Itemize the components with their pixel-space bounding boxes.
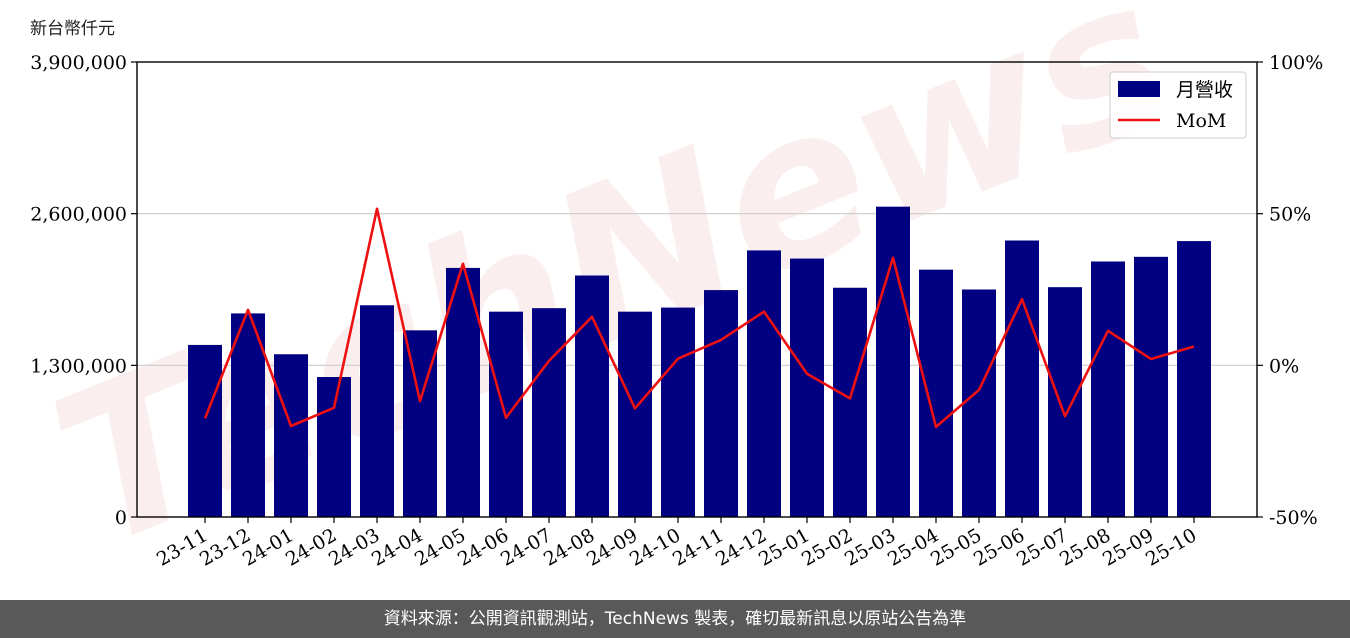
bar-series (188, 206, 1211, 518)
bar-25-06 (1005, 240, 1039, 517)
bar-25-03 (876, 206, 910, 517)
bar-25-08 (1091, 261, 1125, 517)
bar-25-07 (1048, 287, 1082, 517)
bar-24-05 (446, 267, 480, 517)
bar-24-10 (661, 307, 695, 517)
chart-canvas: TechNews 01,300,0002,600,0003,900,000-50… (25, 0, 1324, 595)
bar-24-09 (618, 311, 652, 517)
bar-25-04 (919, 269, 953, 517)
bar-24-07 (532, 308, 566, 517)
bar-25-02 (833, 287, 867, 517)
y-tick-label: 1,300,000 (30, 355, 127, 377)
y2-tick-label: 0% (1269, 355, 1299, 377)
line-series (203, 207, 1195, 429)
bar-25-05 (962, 289, 996, 517)
bar-23-11 (188, 344, 222, 517)
y-tick-label: 3,900,000 (30, 52, 127, 74)
mom-line (203, 207, 1195, 429)
y-axis-unit-label: 新台幣仟元 (30, 19, 115, 39)
bar-24-12 (747, 250, 781, 517)
legend-label-line: MoM (1176, 110, 1226, 132)
y-tick-label: 2,600,000 (30, 204, 127, 226)
bar-24-08 (575, 275, 609, 517)
y2-tick-label: -50% (1269, 507, 1318, 529)
bar-25-09 (1134, 256, 1168, 517)
y2-tick-label: 100% (1269, 52, 1323, 74)
bar-24-04 (403, 330, 437, 517)
legend-swatch-bar (1118, 81, 1160, 97)
x-tick-label: 25-10 (1142, 524, 1200, 570)
bar-25-01 (790, 258, 824, 517)
bar-24-02 (317, 377, 351, 517)
y2-tick-label: 50% (1269, 204, 1311, 226)
source-footer: 資料來源：公開資訊觀測站，TechNews 製表，確切最新訊息以原站公告為準 (0, 600, 1350, 638)
bar-23-12 (231, 313, 265, 517)
legend: 月營收 MoM (1109, 71, 1247, 139)
bar-24-03 (360, 305, 394, 517)
legend-label-bar: 月營收 (1176, 79, 1233, 101)
y-tick-label: 0 (115, 507, 127, 529)
bar-25-10 (1177, 241, 1211, 518)
bar-24-11 (704, 290, 738, 517)
bar-24-01 (274, 354, 308, 517)
plot-frame (136, 61, 1258, 518)
